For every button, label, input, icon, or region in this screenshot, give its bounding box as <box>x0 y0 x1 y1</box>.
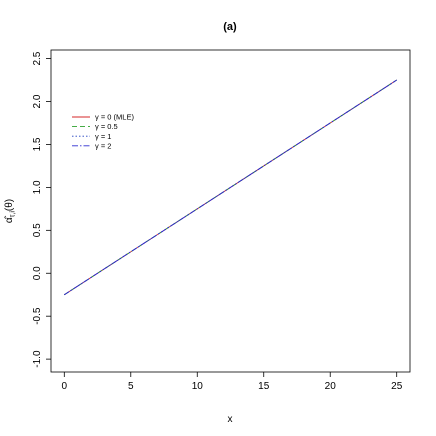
y-axis-label-subscript: τ,i <box>10 211 17 218</box>
series-line-3 <box>64 79 397 296</box>
x-axis-label: x <box>228 414 233 425</box>
legend-label-0: γ = 0 (MLE) <box>95 113 134 122</box>
y-tick-label: 1.0 <box>32 180 43 194</box>
legend: γ = 0 (MLE)γ = 0.5γ = 1γ = 2 <box>72 113 134 150</box>
y-axis-label-argument: (θ) <box>4 199 15 211</box>
y-tick-label: 0.5 <box>32 223 43 237</box>
y-tick-label: 1.5 <box>32 137 43 151</box>
y-axis: -1.0 -0.5 0.0 0.5 1.0 1.5 2.0 2.5 <box>32 51 51 368</box>
chart-title: (a) <box>223 21 237 33</box>
series-line-2 <box>64 79 397 296</box>
y-axis-label-main: α̂ <box>3 215 15 223</box>
x-tick-label: 20 <box>325 381 337 392</box>
plot-frame <box>50 49 411 373</box>
y-tick-label: 2.0 <box>32 94 43 108</box>
y-axis-label: α̂τ,i(θ) <box>3 199 17 223</box>
series-lines <box>64 79 397 296</box>
x-tick-label: 15 <box>258 381 270 392</box>
x-axis: 0 5 10 15 20 25 <box>62 372 403 392</box>
y-tick-label: 0.0 <box>32 266 43 280</box>
y-tick-label: -1.0 <box>32 350 43 368</box>
x-tick-label: 0 <box>62 381 68 392</box>
y-axis-label-text: α̂τ,i(θ) <box>3 199 17 223</box>
legend-label-3: γ = 2 <box>95 141 111 150</box>
x-tick-label: 10 <box>192 381 204 392</box>
legend-label-1: γ = 0.5 <box>95 122 118 131</box>
y-tick-label: -0.5 <box>32 307 43 325</box>
legend-label-2: γ = 1 <box>95 132 111 141</box>
x-tick-label: 25 <box>391 381 403 392</box>
y-tick-label: 2.5 <box>32 51 43 65</box>
x-tick-label: 5 <box>128 381 134 392</box>
